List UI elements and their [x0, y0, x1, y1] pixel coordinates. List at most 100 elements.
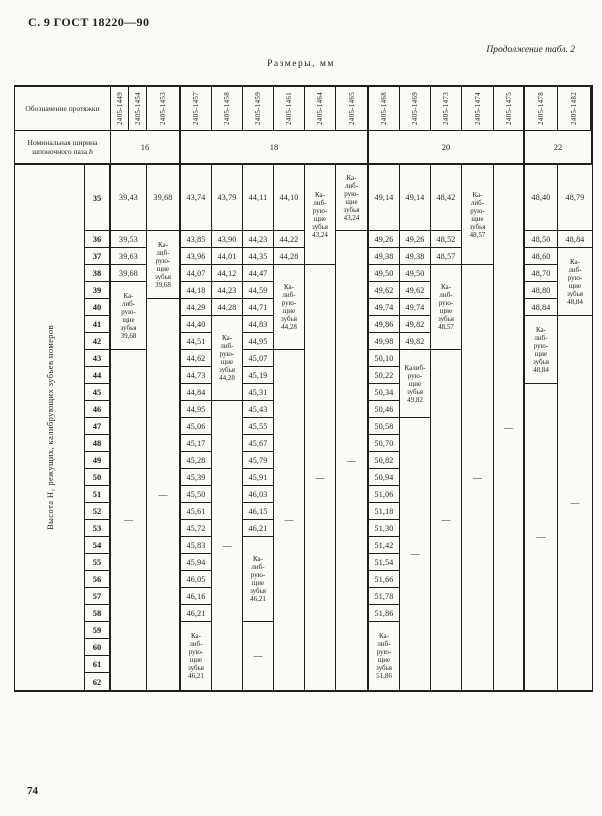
h1-value-cell: 44,62 [181, 350, 211, 367]
tooth-row-number: 39 [85, 282, 109, 299]
calibrating-teeth-text: зубья [250, 587, 266, 595]
calibrating-teeth-text: Ка- [221, 334, 232, 342]
calibrating-teeth-text: зубья [407, 387, 423, 396]
h1-value-cell: 44,07 [181, 265, 211, 282]
h1-value-cell: 44,95 [181, 401, 211, 418]
h1-value-cell: 44,84 [181, 384, 211, 401]
calibrating-teeth-text: либ- [121, 299, 136, 308]
h1-value-cell: 44,83 [243, 316, 273, 333]
calibrating-teeth-text: либ- [534, 333, 548, 342]
calibrating-teeth-cell: Ка-либ-рую-щие зубья 44,28 [212, 316, 242, 401]
h1-value-cell: 51,54 [369, 554, 399, 571]
calibrating-teeth-text: 49,82 [407, 395, 423, 404]
designation-header-cell: 2405-1457 [181, 87, 212, 131]
calibrating-teeth-text: щие [282, 307, 296, 315]
calibrating-teeth-text: зубья [567, 289, 583, 298]
h1-value-cell: 49,14 [400, 165, 430, 231]
h1-value-cell: 46,03 [243, 486, 273, 503]
designation-label: 2405-1449 [115, 91, 124, 126]
h1-value-cell: 44,12 [212, 265, 242, 282]
designation-header-cell: 2405-1475 [494, 87, 525, 131]
tooth-row-number: 42 [85, 333, 109, 350]
data-column: 39,43 39,53 39,63 39,68 Ка-либ-рую-щие зубья 3… [111, 165, 147, 690]
calibrating-teeth-text: либ- [568, 265, 582, 274]
calibrating-teeth-text: 46,21 [250, 595, 266, 603]
table-header-row-designations: Обозначение протяжки 2405-1449 2405-1454 24… [15, 87, 592, 131]
designation-header-cell: 2405-1465 [336, 87, 369, 131]
h1-value-cell: 39,63 [111, 248, 146, 265]
calibrating-teeth-cell: Ка-либ-рую-щие зубья 39,68 [147, 231, 179, 299]
tooth-row-number: 58 [85, 605, 109, 622]
calibrating-teeth-text: щие [345, 197, 358, 206]
designation-label: 2405-1461 [285, 91, 293, 126]
h1-value-cell: 44,40 [181, 316, 211, 333]
h1-value-cell: 44,35 [243, 248, 273, 265]
h1-value-cell: 48,40 [525, 165, 557, 231]
h1-value-cell: 51,66 [369, 571, 399, 588]
tooth-row-number: 54 [85, 537, 109, 554]
tooth-row-number: 61 [85, 656, 109, 673]
designation-header-cell: 2405-1449 [111, 87, 129, 131]
left-axis-label: Высота Н₁ режущих, калибрующих зубьев но… [44, 325, 55, 530]
calibrating-teeth-text: Ка- [283, 283, 294, 291]
h1-value-cell: 44,28 [212, 299, 242, 316]
calibrating-teeth-cell: Ка-либ-рую-щие зубья 44,28 [274, 265, 304, 350]
h1-value-cell: 50,22 [369, 367, 399, 384]
calibrating-teeth-text: щие [122, 315, 135, 324]
calibrating-teeth-text: 48,57 [469, 230, 486, 239]
data-column: 49,14 49,26 49,38 49,50 49,62 49,74 49,86 49,98… [369, 165, 400, 690]
tooth-row-number: 48 [85, 435, 109, 452]
h1-value-cell: 49,50 [400, 265, 430, 282]
tooth-row-number: 44 [85, 367, 109, 384]
tooth-row-number: 35 [85, 165, 109, 231]
data-column: 48,40 48,50 48,60 48,70 48,80 48,84 Ка-либ-рую… [525, 165, 558, 690]
h1-value-cell: 49,38 [400, 248, 430, 265]
calibrating-teeth-cell: Ка-либ-рую-щие зубья 46,21 [181, 622, 211, 690]
h1-value-cell: 46,16 [181, 588, 211, 605]
h1-value-cell: 45,39 [181, 469, 211, 486]
designation-label: 2405-1468 [380, 91, 388, 126]
dash-cell: — [222, 540, 232, 551]
data-column: — [494, 165, 525, 690]
width-value: 20 [441, 142, 451, 152]
h1-value-cell: 51,18 [369, 503, 399, 520]
calibrating-teeth-text: зубья [533, 357, 549, 366]
width-group-cell: 16 [111, 131, 181, 165]
data-column: 44,11 44,23 44,35 44,47 44,59 44,71 44,83 44,95… [243, 165, 274, 690]
h1-value-cell: 49,74 [400, 299, 430, 316]
dash-cell: — [504, 422, 513, 433]
designation-label: 2405-1482 [570, 91, 578, 126]
designation-label: 2405-1453 [159, 91, 167, 126]
dash-cell: — [410, 549, 420, 559]
h1-value-cell: 45,31 [243, 384, 273, 401]
designation-label-text: Обозначение протяжки [25, 104, 100, 113]
page-number: 74 [27, 785, 38, 797]
calibrating-teeth-text: зубья [469, 222, 486, 231]
h1-value-cell: 43,74 [181, 165, 211, 231]
width-value: 16 [140, 142, 150, 152]
calibrating-teeth-text: либ- [470, 198, 485, 207]
data-column: 44,10 44,22 44,28 Ка-либ-рую-щие зубья 44,28— [274, 165, 305, 690]
calibrating-teeth-text: 39,68 [120, 331, 137, 340]
designation-header-cell: 2405-1454 [129, 87, 147, 131]
h1-value-cell: 50,58 [369, 418, 399, 435]
calibrating-teeth-text: Ка- [346, 173, 357, 182]
h1-value-cell: 49,50 [369, 265, 399, 282]
h1-value-cell: 48,84 [525, 299, 557, 316]
h1-value-cell: 50,82 [369, 452, 399, 469]
calibrating-teeth-text: зубья [155, 272, 171, 281]
calibrating-teeth-text: щие [220, 358, 234, 366]
h1-value-cell: 44,47 [243, 265, 273, 282]
calibrating-teeth-text: Ка- [314, 190, 325, 199]
h1-value-cell: 43,85 [181, 231, 211, 248]
calibrating-teeth-text: рую- [470, 206, 485, 215]
designation-header-cell: 2405-1453 [147, 87, 181, 131]
h1-value-cell: 51,86 [369, 605, 399, 622]
designation-label: 2405-1469 [411, 91, 419, 126]
calibrating-teeth-text: зубья [312, 222, 328, 231]
tooth-row-number: 50 [85, 469, 109, 486]
data-column: Ка-либ-рую-щие зубья 43,24 — [305, 165, 336, 690]
h1-value-cell: 45,06 [181, 418, 211, 435]
h1-value-cell: 49,82 [400, 316, 430, 333]
h1-value-cell: 45,50 [181, 486, 211, 503]
